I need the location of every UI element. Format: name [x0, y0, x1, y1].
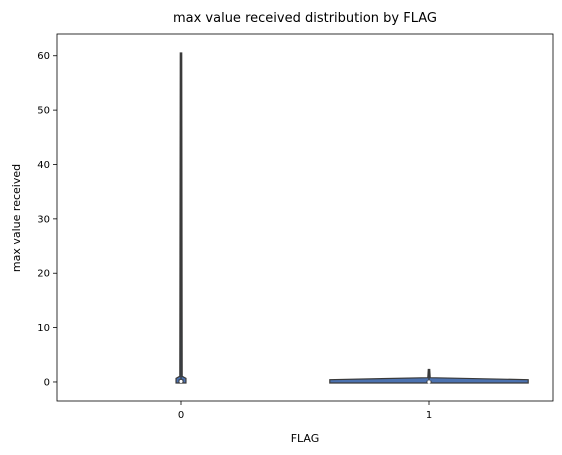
y-tick-label: 20 [37, 269, 50, 280]
x-axis-label: FLAG [291, 432, 320, 445]
violin-0 [175, 52, 187, 384]
x-tick-label: 1 [426, 410, 432, 421]
chart-title: max value received distribution by FLAG [173, 11, 437, 26]
violin-median [427, 380, 431, 384]
y-tick-label: 60 [37, 51, 50, 62]
y-tick-label: 50 [37, 106, 50, 117]
y-tick-label: 30 [37, 214, 50, 225]
violin-median [179, 379, 183, 384]
x-tick-label: 0 [178, 410, 184, 421]
y-axis: 0 10 20 30 40 50 60 [37, 51, 57, 388]
y-tick-label: 40 [37, 160, 50, 171]
y-tick-label: 10 [37, 323, 50, 334]
violin-1 [329, 368, 529, 384]
plot-area [56, 33, 554, 402]
y-tick-label: 0 [44, 377, 50, 388]
y-axis-label: max value received [10, 164, 23, 272]
violins [175, 52, 529, 384]
